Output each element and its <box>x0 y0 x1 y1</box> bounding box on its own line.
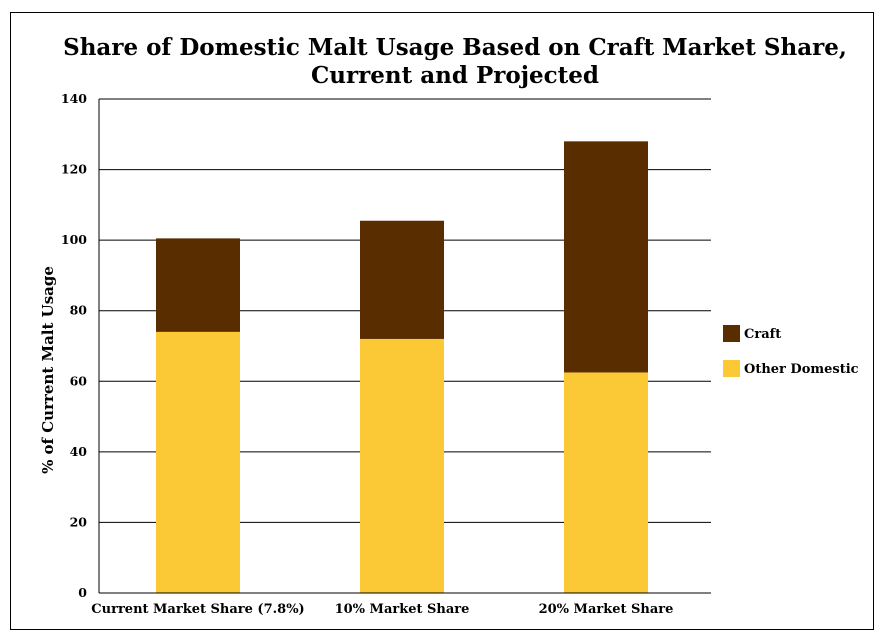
chart-title-line-2: Current and Projected <box>311 62 599 89</box>
x-category-label-2: 20% Market Share <box>539 602 674 617</box>
y-tick-label-140: 140 <box>61 91 87 106</box>
y-tick-label-40: 40 <box>70 444 88 459</box>
y-axis-title: % of Current Malt Usage <box>39 266 57 474</box>
bars <box>156 141 648 593</box>
y-tick-label-60: 60 <box>70 373 88 388</box>
legend-label-craft: Craft <box>744 327 781 342</box>
x-category-label-1: 10% Market Share <box>335 602 470 617</box>
legend-label-other-domestic: Other Domestic <box>744 362 859 377</box>
bar-craft-1 <box>360 220 444 339</box>
bar-other-domestic-0 <box>156 331 240 593</box>
bar-other-domestic-2 <box>564 372 648 593</box>
legend-swatch-craft <box>723 325 740 342</box>
legend-swatch-other-domestic <box>723 360 740 377</box>
legend: Craft Other Domestic <box>723 325 859 377</box>
y-tick-label-120: 120 <box>61 162 87 177</box>
y-tick-label-80: 80 <box>70 303 88 318</box>
bar-craft-2 <box>564 141 648 373</box>
bar-other-domestic-1 <box>360 338 444 593</box>
axes: 0 20 40 60 80 100 120 140 Current Market Share (… <box>61 91 711 617</box>
chart-svg: Share of Domestic Malt Usage Based on Cr… <box>39 34 859 617</box>
y-tick-label-20: 20 <box>70 514 88 529</box>
y-tick-label-100: 100 <box>61 232 87 247</box>
bar-craft-0 <box>156 238 240 332</box>
y-tick-label-0: 0 <box>78 585 87 600</box>
chart-frame: Share of Domestic Malt Usage Based on Cr… <box>10 12 874 630</box>
chart-title-line-1: Share of Domestic Malt Usage Based on Cr… <box>63 34 847 61</box>
x-category-label-0: Current Market Share (7.8%) <box>91 602 304 617</box>
